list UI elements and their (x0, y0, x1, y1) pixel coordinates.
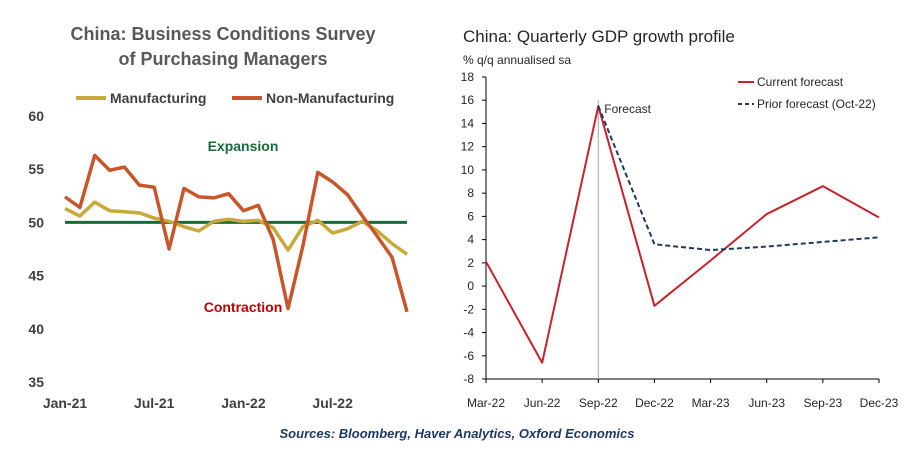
gdp-y-tick-label: -2 (463, 302, 474, 316)
gdp-x-axis: Mar-22 Jun-22 Sep-22 Dec-22 Mar-23 Jun-23 Sep-… (467, 379, 899, 410)
pmi-x-axis: Jan-21 Jul-21 Jan-22 Jul-22 (43, 395, 353, 411)
forecast-annotation: Forecast (604, 102, 651, 116)
gdp-y-tick-label: 2 (467, 256, 474, 270)
gdp-y-tick-label: -8 (463, 372, 474, 386)
gdp-series (485, 105, 880, 364)
pmi-x-tick-label: Jan-21 (43, 395, 88, 411)
prior-forecast-series-line (597, 105, 880, 252)
pmi-y-tick-label: 50 (28, 214, 44, 230)
gdp-y-tick-label: 6 (467, 209, 474, 223)
gdp-legend: Current forecast Prior forecast (Oct-22) (738, 75, 876, 111)
gdp-x-tick-label: Mar-23 (692, 396, 730, 410)
gdp-y-tick-label: -4 (463, 326, 474, 340)
contraction-annotation: Contraction (204, 299, 283, 315)
pmi-chart-title-line2: of Purchasing Managers (118, 49, 327, 69)
pmi-y-tick-label: 35 (28, 374, 44, 390)
pmi-series (63, 153, 409, 313)
gdp-y-tick-label: 4 (467, 233, 474, 247)
pmi-y-tick-label: 40 (28, 321, 44, 337)
pmi-y-tick-label: 60 (28, 108, 44, 124)
current-forecast-legend-label: Current forecast (757, 75, 844, 89)
gdp-y-tick-label: 16 (461, 93, 475, 107)
pmi-y-tick-label: 45 (28, 268, 44, 284)
gdp-y-tick-label: 14 (461, 116, 475, 130)
manufacturing-legend-label: Manufacturing (110, 90, 206, 106)
gdp-chart: China: Quarterly GDP growth profile % q/… (461, 27, 899, 410)
manufacturing-series-line (64, 200, 409, 256)
gdp-x-tick-label: Jun-23 (748, 396, 785, 410)
gdp-axes (485, 77, 879, 380)
gdp-y-tick-label: -6 (463, 349, 474, 363)
gdp-y-tick-label: 10 (461, 163, 475, 177)
gdp-y-tick-label: 18 (461, 70, 475, 84)
pmi-legend: Manufacturing Non-Manufacturing (76, 90, 394, 106)
expansion-annotation: Expansion (208, 138, 279, 154)
gdp-x-tick-label: Jun-22 (524, 396, 561, 410)
pmi-x-tick-label: Jul-21 (134, 395, 175, 411)
prior-forecast-legend-label: Prior forecast (Oct-22) (757, 97, 876, 111)
gdp-y-axis-label: % q/q annualised sa (463, 53, 571, 67)
gdp-x-tick-label: Mar-22 (467, 396, 505, 410)
gdp-y-tick-label: 12 (461, 140, 475, 154)
gdp-y-axis: -8 -6 -4 -2 0 2 4 6 8 10 12 14 16 18 (461, 70, 486, 386)
current-forecast-series-line (485, 105, 880, 364)
gdp-x-tick-label: Sep-23 (804, 396, 843, 410)
gdp-x-tick-label: Sep-22 (579, 396, 618, 410)
gdp-chart-title: China: Quarterly GDP growth profile (463, 27, 735, 46)
pmi-x-tick-label: Jan-22 (221, 395, 266, 411)
pmi-y-axis: 35 40 45 50 55 60 (28, 108, 44, 390)
gdp-y-tick-label: 8 (467, 186, 474, 200)
source-note: Sources: Bloomberg, Haver Analytics, Oxf… (279, 426, 635, 441)
gdp-x-tick-label: Dec-23 (860, 396, 899, 410)
non-manufacturing-series-line (63, 153, 409, 313)
pmi-chart-title-line1: China: Business Conditions Survey (70, 24, 375, 44)
gdp-x-tick-label: Dec-22 (635, 396, 674, 410)
non-manufacturing-legend-label: Non-Manufacturing (266, 90, 394, 106)
pmi-x-tick-label: Jul-22 (312, 395, 353, 411)
pmi-y-tick-label: 55 (28, 161, 44, 177)
pmi-chart: China: Business Conditions Survey of Pur… (28, 24, 409, 411)
gdp-y-tick-label: 0 (467, 279, 474, 293)
